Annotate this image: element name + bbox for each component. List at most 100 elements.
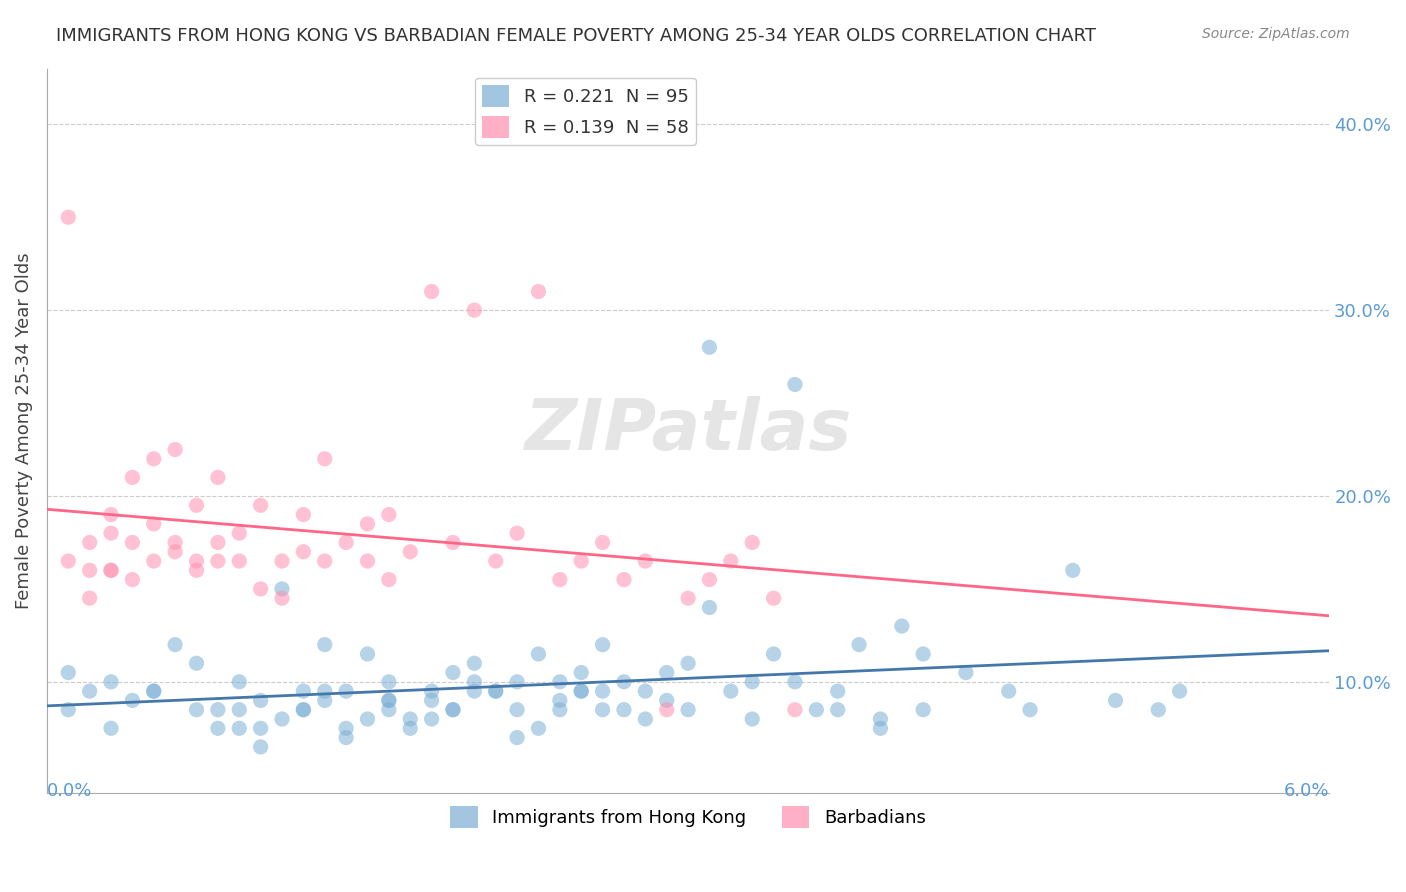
Point (848, 638, 870, 652)
Point (1168, 684, 1191, 698)
Point (420, 285, 443, 299)
Point (527, 721, 550, 735)
Point (912, 703, 935, 717)
Point (335, 731, 357, 745)
Point (121, 573, 143, 587)
Text: 6.0%: 6.0% (1284, 782, 1329, 800)
Point (441, 665, 464, 680)
Point (100, 508, 122, 522)
Point (399, 721, 422, 735)
Point (335, 684, 357, 698)
Point (186, 703, 208, 717)
Point (186, 554, 208, 568)
Point (592, 703, 614, 717)
Point (699, 340, 721, 354)
Point (441, 535, 464, 549)
Point (806, 703, 828, 717)
Point (314, 684, 336, 698)
Point (720, 554, 742, 568)
Point (292, 545, 315, 559)
Point (335, 535, 357, 549)
Point (783, 703, 806, 717)
Point (506, 526, 529, 541)
Point (271, 712, 294, 726)
Point (249, 693, 271, 707)
Point (271, 582, 294, 596)
Point (207, 554, 229, 568)
Point (314, 638, 336, 652)
Point (249, 582, 271, 596)
Point (463, 657, 485, 671)
Point (58, 665, 80, 680)
Point (335, 721, 357, 735)
Point (741, 535, 763, 549)
Point (827, 703, 849, 717)
Point (228, 554, 250, 568)
Point (676, 703, 699, 717)
Point (655, 703, 678, 717)
Point (592, 535, 614, 549)
Point (399, 545, 422, 559)
Point (228, 721, 250, 735)
Point (121, 470, 143, 484)
Text: IMMIGRANTS FROM HONG KONG VS BARBADIAN FEMALE POVERTY AMONG 25-34 YEAR OLDS CORR: IMMIGRANTS FROM HONG KONG VS BARBADIAN F… (56, 27, 1097, 45)
Point (420, 712, 443, 726)
Point (79, 535, 101, 549)
Point (506, 674, 529, 689)
Point (378, 693, 401, 707)
Point (356, 712, 378, 726)
Point (699, 600, 721, 615)
Point (228, 526, 250, 541)
Point (869, 712, 891, 726)
Point (378, 703, 401, 717)
Point (165, 442, 187, 457)
Point (548, 693, 571, 707)
Point (569, 554, 592, 568)
Point (314, 693, 336, 707)
Point (699, 573, 721, 587)
Point (783, 674, 806, 689)
Point (420, 693, 443, 707)
Point (463, 303, 485, 318)
Point (100, 563, 122, 577)
Point (741, 674, 763, 689)
Point (228, 703, 250, 717)
Point (378, 674, 401, 689)
Point (58, 703, 80, 717)
Point (378, 693, 401, 707)
Point (292, 703, 315, 717)
Point (548, 573, 571, 587)
Point (420, 684, 443, 698)
Point (142, 554, 165, 568)
Point (356, 647, 378, 661)
Point (165, 545, 187, 559)
Point (79, 684, 101, 698)
Legend: Immigrants from Hong Kong, Barbadians: Immigrants from Hong Kong, Barbadians (443, 798, 934, 835)
Point (79, 591, 101, 606)
Point (955, 665, 977, 680)
Point (207, 721, 229, 735)
Point (783, 377, 806, 392)
Point (762, 647, 785, 661)
Point (613, 674, 636, 689)
Point (165, 638, 187, 652)
Point (548, 703, 571, 717)
Point (506, 703, 529, 717)
Point (186, 498, 208, 512)
Point (356, 516, 378, 531)
Point (548, 674, 571, 689)
Point (142, 684, 165, 698)
Point (463, 684, 485, 698)
Point (271, 591, 294, 606)
Point (441, 703, 464, 717)
Point (165, 535, 187, 549)
Point (207, 535, 229, 549)
Point (676, 591, 699, 606)
Point (249, 498, 271, 512)
Point (827, 684, 849, 698)
Point (121, 693, 143, 707)
Point (676, 657, 699, 671)
Point (249, 739, 271, 754)
Point (378, 508, 401, 522)
Point (292, 508, 315, 522)
